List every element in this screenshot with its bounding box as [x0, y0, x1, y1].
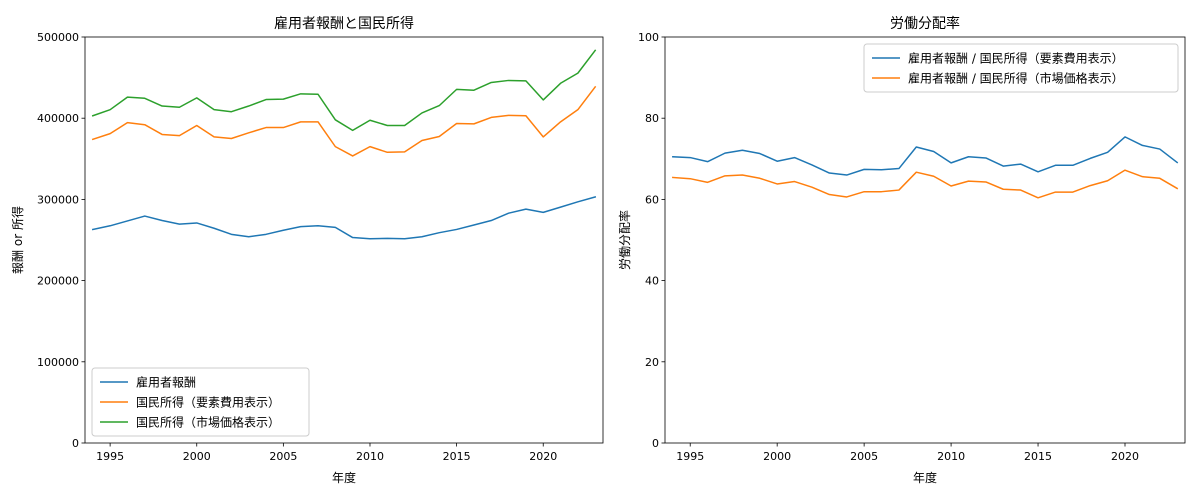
legend-frame	[863, 43, 1179, 93]
series-line-2	[91, 85, 597, 157]
y-tick-label: 20	[645, 356, 659, 369]
legend-entry-label: 雇用者報酬 / 国民所得（要素費用表示）	[908, 51, 1124, 66]
y-tick-label: 80	[645, 112, 659, 125]
y-tick-label: 60	[645, 193, 659, 206]
y-tick-label: 0	[652, 437, 659, 450]
legend-entry-label: 国民所得（市場価格表示）	[136, 415, 280, 430]
y-tick-label: 200000	[37, 275, 79, 288]
x-tick-label: 2020	[1111, 450, 1139, 463]
x-tick-label: 1995	[676, 450, 704, 463]
y-axis-label: 報酬 or 所得	[10, 206, 25, 274]
legend-entry-label: 雇用者報酬 / 国民所得（市場価格表示）	[908, 71, 1124, 86]
legend: 雇用者報酬 / 国民所得（要素費用表示） 雇用者報酬 / 国民所得（市場価格表示）	[863, 43, 1179, 93]
chart-title: 雇用者報酬と国民所得	[274, 15, 414, 32]
x-tick-label: 2005	[269, 450, 297, 463]
series-line-2	[672, 169, 1179, 199]
x-axis-label: 年度	[913, 470, 937, 485]
x-tick-label: 2015	[443, 450, 471, 463]
y-tick-label: 100000	[37, 356, 79, 369]
x-tick-label: 2020	[529, 450, 557, 463]
legend-frame	[91, 367, 310, 437]
y-tick-label: 100	[638, 31, 659, 44]
legend-entry-label: 国民所得（要素費用表示）	[136, 395, 280, 410]
plot-frame	[664, 36, 1186, 444]
series-line-1	[672, 136, 1179, 176]
x-tick-label: 2010	[356, 450, 384, 463]
x-tick-label: 2000	[183, 450, 211, 463]
series-line-3	[91, 49, 597, 132]
y-tick-label: 500000	[37, 31, 79, 44]
chart-2: 1995 2000 2005 2010 2015 2020 0 20 40 60 80 100 労働分配…	[617, 15, 1186, 485]
y-axis-label: 労働分配率	[617, 210, 632, 270]
y-tick-label: 0	[72, 437, 79, 450]
y-tick-label: 400000	[37, 112, 79, 125]
chart-1: 1995 2000 2005 2010 2015 2020 0 100000 200000 300…	[10, 15, 604, 485]
y-tick-label: 300000	[37, 193, 79, 206]
chart-title: 労働分配率	[890, 15, 960, 32]
x-tick-label: 2015	[1024, 450, 1052, 463]
y-tick-label: 40	[645, 275, 659, 288]
series-line-1	[91, 196, 597, 240]
plot-frame	[84, 36, 604, 444]
legend-entry-label: 雇用者報酬	[136, 375, 196, 390]
x-tick-label: 2010	[937, 450, 965, 463]
x-axis-label: 年度	[332, 470, 356, 485]
x-tick-label: 2005	[850, 450, 878, 463]
x-tick-label: 1995	[96, 450, 124, 463]
x-tick-label: 2000	[763, 450, 791, 463]
